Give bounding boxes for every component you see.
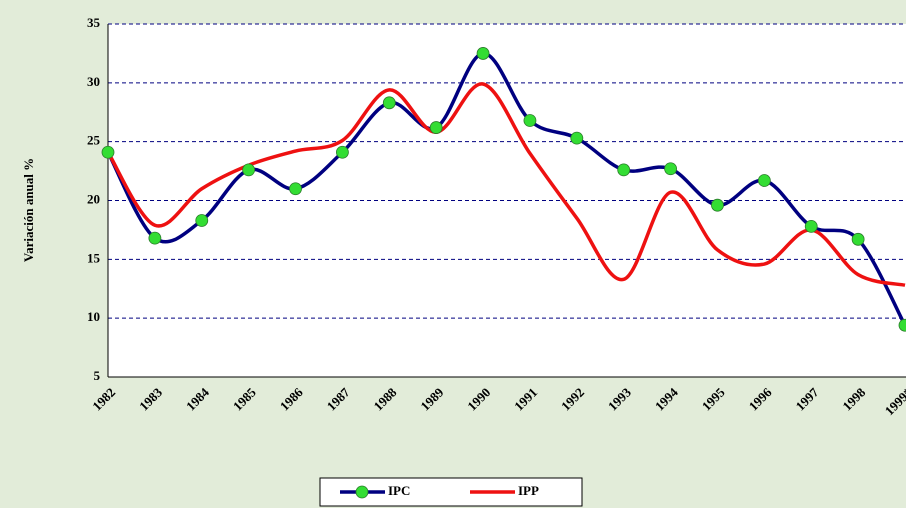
marker [851, 232, 865, 246]
y-tick-label: 15 [87, 250, 101, 265]
legend-label: IPC [388, 483, 410, 498]
marker [476, 47, 490, 60]
marker [523, 114, 537, 127]
marker [617, 163, 631, 177]
marker [711, 198, 724, 212]
marker [382, 96, 396, 110]
marker [757, 174, 771, 187]
marker [242, 163, 256, 177]
marker [570, 131, 584, 145]
marker [898, 318, 906, 332]
marker [429, 121, 443, 134]
legend-marker [355, 485, 369, 499]
y-tick-label: 5 [94, 368, 101, 383]
marker [148, 231, 162, 245]
series-line [106, 51, 906, 327]
marker [195, 214, 209, 227]
marker [804, 219, 818, 233]
marker [101, 145, 115, 159]
marker [336, 145, 349, 159]
marker [289, 182, 302, 196]
y-tick-label: 30 [87, 74, 100, 89]
marker [664, 162, 677, 176]
y-axis-label: Variación anual % [21, 158, 36, 262]
legend-label: IPP [518, 483, 539, 498]
y-tick-label: 20 [87, 191, 100, 206]
y-tick-label: 35 [87, 15, 101, 30]
y-tick-label: 10 [87, 309, 100, 324]
y-tick-label: 25 [87, 133, 101, 148]
